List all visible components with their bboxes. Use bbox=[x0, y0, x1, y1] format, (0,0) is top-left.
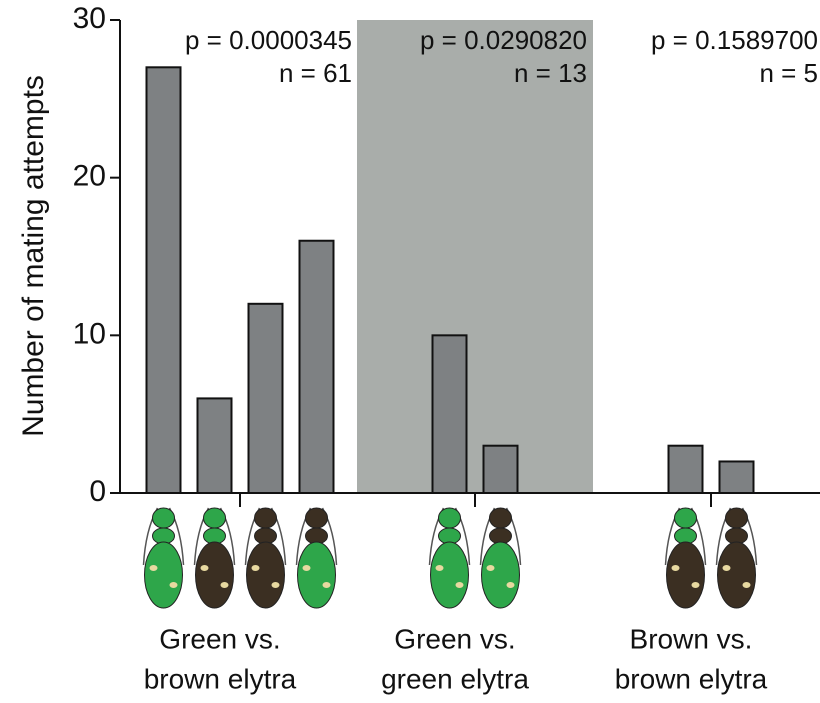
bar bbox=[145, 66, 182, 495]
p-value: p = 0.0290820 bbox=[420, 25, 587, 55]
beetle-body bbox=[481, 541, 520, 609]
beetle-spot bbox=[435, 565, 444, 571]
bar bbox=[247, 302, 284, 494]
beetle-body bbox=[195, 541, 234, 609]
shaded-region bbox=[357, 20, 593, 493]
bar bbox=[667, 444, 704, 495]
beetle-spot bbox=[169, 582, 178, 588]
group-label: Green vs. bbox=[394, 623, 515, 654]
beetle-spot bbox=[722, 565, 731, 571]
beetle-icon bbox=[664, 507, 707, 609]
n-count: n = 13 bbox=[514, 58, 587, 88]
beetle-spot bbox=[486, 565, 495, 571]
beetle-icon bbox=[142, 507, 185, 609]
bar bbox=[431, 334, 468, 495]
beetle-body bbox=[297, 541, 336, 609]
beetle-head bbox=[674, 507, 697, 529]
beetle-head bbox=[254, 507, 277, 529]
beetle-spot bbox=[671, 565, 680, 571]
beetle-body bbox=[144, 541, 183, 609]
group-label: Brown vs. bbox=[630, 623, 753, 654]
beetle-body bbox=[430, 541, 469, 609]
y-tick-label: 10 bbox=[73, 317, 106, 350]
n-count: n = 5 bbox=[759, 58, 818, 88]
group-label: brown elytra bbox=[144, 663, 297, 694]
beetle-body bbox=[246, 541, 285, 609]
y-tick-label: 20 bbox=[73, 160, 106, 193]
y-tick-label: 30 bbox=[73, 2, 106, 35]
bar bbox=[196, 397, 233, 494]
beetle-head bbox=[725, 507, 748, 529]
beetle-icon bbox=[479, 507, 522, 609]
beetle-head bbox=[152, 507, 175, 529]
beetle-head bbox=[203, 507, 226, 529]
beetle-body bbox=[666, 541, 705, 609]
beetle-spot bbox=[691, 582, 700, 588]
beetle-icon bbox=[244, 507, 287, 609]
y-axis-title: Number of mating attempts bbox=[17, 75, 50, 437]
group-label: green elytra bbox=[381, 663, 529, 694]
beetle-icon bbox=[193, 507, 236, 609]
beetle-spot bbox=[220, 582, 229, 588]
beetle-icon bbox=[428, 507, 471, 609]
n-count: n = 61 bbox=[279, 58, 352, 88]
p-value: p = 0.1589700 bbox=[651, 25, 818, 55]
bar bbox=[482, 444, 519, 495]
beetle-icon bbox=[715, 507, 758, 609]
group-label: brown elytra bbox=[615, 663, 768, 694]
beetle-spot bbox=[271, 582, 280, 588]
beetle-body bbox=[717, 541, 756, 609]
beetle-spot bbox=[322, 582, 331, 588]
bar bbox=[298, 239, 335, 494]
beetle-spot bbox=[149, 565, 158, 571]
beetle-spot bbox=[251, 565, 260, 571]
beetle-head bbox=[489, 507, 512, 529]
beetle-spot bbox=[506, 582, 515, 588]
beetle-spot bbox=[302, 565, 311, 571]
beetle-head bbox=[305, 507, 328, 529]
beetle-icon bbox=[295, 507, 338, 609]
bar bbox=[718, 460, 755, 495]
beetle-spot bbox=[200, 565, 209, 571]
y-tick-label: 0 bbox=[89, 475, 106, 508]
beetle-head bbox=[438, 507, 461, 529]
group-label: Green vs. bbox=[159, 623, 280, 654]
beetle-spot bbox=[455, 582, 464, 588]
beetle-spot bbox=[742, 582, 751, 588]
p-value: p = 0.0000345 bbox=[185, 25, 352, 55]
